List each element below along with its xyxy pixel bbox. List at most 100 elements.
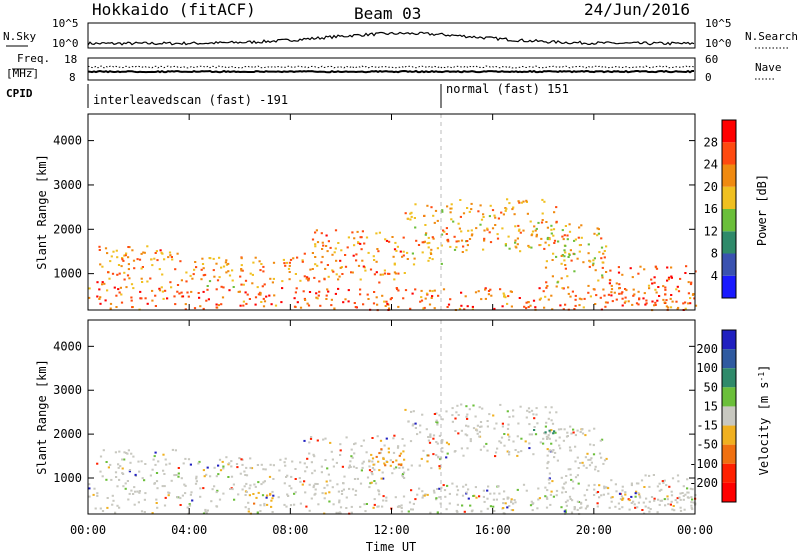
power-echo-cell: [449, 211, 452, 214]
power-echo-cell: [240, 257, 243, 260]
velocity-echo-cell: [576, 474, 579, 477]
power-echo-cell: [227, 262, 230, 265]
velocity-echo-cell: [574, 476, 578, 479]
velocity-echo-cell: [456, 510, 459, 513]
velocity-echo-cell: [254, 485, 257, 488]
power-echo-cell: [433, 289, 436, 292]
velocity-echo-cell: [128, 470, 131, 473]
velocity-echo-cell: [151, 512, 154, 515]
velocity-echo-cell: [410, 489, 413, 492]
power-echo-cell: [359, 278, 362, 281]
velocity-echo-cell: [568, 446, 572, 449]
velocity-echo-cell: [380, 448, 383, 451]
velocity-echo-cell: [628, 499, 631, 502]
power-echo-cell: [285, 261, 288, 264]
velocity-echo-cell: [410, 464, 413, 467]
velocity-echo-cell: [115, 476, 118, 478]
velocity-echo-cell: [424, 493, 427, 496]
power-echo-cell: [410, 215, 413, 218]
power-echo-cell: [687, 292, 690, 295]
power-echo-cell: [618, 283, 621, 286]
velocity-echo-region: [447, 403, 558, 458]
velocity-echo-cell: [429, 436, 432, 438]
power-echo-cell: [200, 278, 203, 281]
power-echo-cell: [658, 295, 661, 297]
freq-trace: [87, 69, 694, 74]
power-echo-cell: [393, 263, 396, 266]
velocity-echo-cell: [574, 434, 577, 437]
velocity-colorbar-frame: [721, 329, 737, 503]
velocity-echo-cell: [498, 440, 501, 443]
power-echo-cell: [166, 297, 169, 300]
velocity-echo-cell: [544, 486, 547, 489]
power-echo-cell: [306, 302, 309, 305]
cpid-mode-1: interleavedscan (fast) -191: [93, 93, 288, 107]
power-echo-cell: [596, 227, 599, 230]
velocity-echo-cell: [503, 490, 506, 493]
velocity-echo-cell: [681, 492, 684, 494]
power-echo-cell: [669, 297, 672, 300]
power-echo-cell: [143, 251, 146, 254]
velocity-echo-cell: [422, 494, 425, 497]
velocity-echo-cell: [155, 502, 158, 504]
power-echo-cell: [624, 288, 627, 290]
power-echo-cell: [353, 244, 356, 247]
velocity-echo-cell: [530, 500, 533, 503]
velocity-echo-cell: [378, 452, 381, 455]
power-echo-cell: [624, 296, 627, 299]
power-echo-cell: [107, 271, 110, 274]
power-echo-cell: [367, 251, 370, 254]
velocity-echo-cell: [324, 459, 327, 461]
power-echo-cell: [224, 261, 227, 264]
velocity-echo-cell: [241, 488, 244, 491]
power-echo-cell: [274, 304, 278, 307]
velocity-echo-cell: [136, 490, 139, 493]
velocity-echo-cell: [572, 487, 575, 490]
velocity-echo-cell: [345, 496, 348, 499]
power-echo-cell: [689, 297, 692, 300]
power-echo-cell: [263, 283, 266, 286]
velocity-echo-cell: [350, 448, 353, 451]
power-echo-cell: [532, 299, 536, 302]
power-echo-cell: [239, 275, 242, 278]
power-echo-cell: [535, 233, 538, 236]
velocity-echo-cell: [249, 484, 252, 487]
power-echo-cell: [154, 252, 157, 254]
velocity-echo-cell: [247, 510, 250, 513]
power-echo-cell: [407, 217, 410, 220]
power-echo-cell: [321, 248, 324, 250]
velocity-echo-cell: [391, 461, 395, 464]
power-echo-cell: [332, 270, 335, 273]
power-echo-cell: [428, 289, 432, 292]
velocity-echo-cell: [593, 483, 596, 486]
power-echo-cell: [574, 304, 577, 307]
velocity-echo-cell: [408, 501, 412, 504]
cpid-mode-2: normal (fast) 151: [446, 82, 569, 96]
velocity-echo-cell: [605, 457, 608, 460]
velocity-echo-cell: [184, 457, 187, 460]
velocity-echo-cell: [658, 482, 661, 485]
velocity-echo-cell: [286, 474, 289, 477]
velocity-echo-cell: [502, 498, 505, 501]
velocity-echo-cell: [637, 482, 640, 485]
power-echo-cell: [240, 268, 243, 270]
power-echo-cell: [142, 251, 145, 254]
power-echo-cell: [303, 252, 306, 255]
velocity-echo-cell: [262, 481, 265, 484]
velocity-echo-cell: [157, 460, 160, 463]
power-echo-cell: [553, 239, 557, 242]
power-echo-cell: [244, 279, 248, 282]
power-echo-cell: [638, 298, 641, 301]
velocity-echo-cell: [222, 492, 225, 495]
velocity-echo-cell: [571, 499, 574, 502]
velocity-echo-cell: [457, 414, 460, 416]
velocity-echo-cell: [621, 498, 624, 501]
velocity-echo-cell: [250, 467, 254, 470]
power-echo-cell: [109, 260, 112, 263]
nsearch-tick-top: 10^5: [705, 17, 732, 30]
power-echo-cell: [594, 303, 597, 305]
velocity-echo-cell: [526, 409, 529, 412]
power-echo-cell: [333, 251, 336, 254]
velocity-echo-cell: [546, 467, 549, 470]
power-echo-cell: [338, 275, 341, 278]
